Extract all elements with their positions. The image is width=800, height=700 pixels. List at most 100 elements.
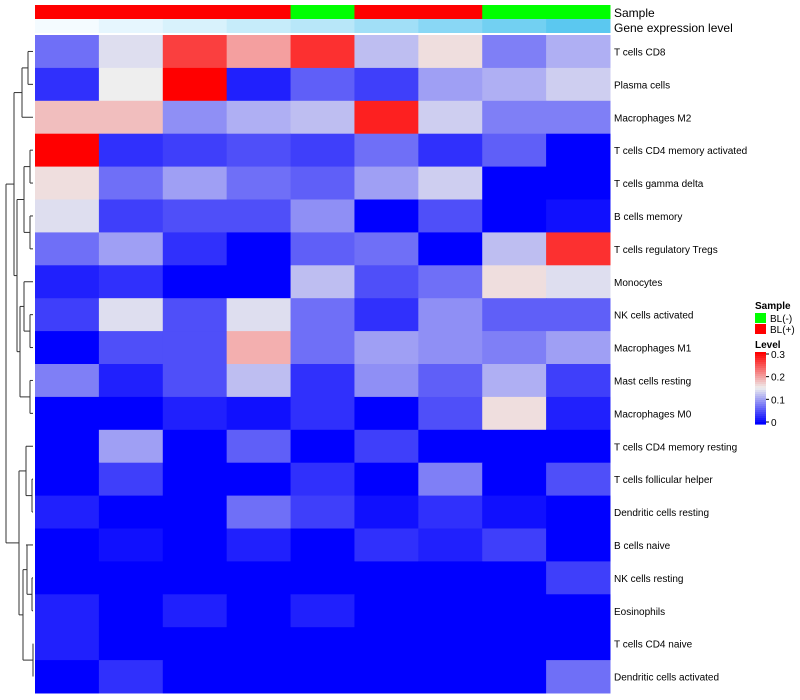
expression-cell (546, 19, 611, 33)
sample-cell (482, 5, 547, 19)
heatmap-cell (98, 35, 164, 69)
heatmap-cell (98, 100, 164, 135)
heatmap-cell (162, 331, 228, 365)
heatmap-cell (98, 166, 164, 200)
heatmap-cell (35, 232, 100, 266)
heatmap-cell (35, 166, 100, 200)
sample-legend: Sample BL(-)BL(+) (755, 301, 795, 336)
heatmap-cell (162, 594, 228, 628)
heatmap-cell (162, 528, 228, 562)
level-gradient-step (755, 402, 766, 405)
heatmap-cell (418, 331, 483, 365)
heatmap-cell (354, 331, 419, 365)
heatmap-cell (482, 232, 547, 266)
expression-cell (226, 19, 292, 33)
level-gradient-step (755, 400, 766, 403)
heatmap-cell (418, 660, 483, 694)
heatmap-cell (418, 265, 483, 299)
level-gradient-step (755, 392, 766, 395)
heatmap-cell (162, 100, 228, 135)
heatmap-cell (354, 35, 419, 69)
heatmap-cell (226, 660, 292, 694)
row-label: T cells CD4 memory resting (614, 442, 737, 453)
heatmap-cell (98, 265, 164, 299)
level-gradient-step (755, 380, 766, 383)
heatmap-cell (354, 660, 419, 694)
row-label: B cells memory (614, 212, 682, 223)
expression-annotation-label: Gene expression level (614, 21, 733, 35)
row-label: Mast cells resting (614, 376, 691, 387)
level-gradient-step (755, 386, 766, 389)
heatmap-cell (290, 100, 355, 135)
heatmap-cell (226, 199, 292, 233)
level-tick-label: 0.1 (771, 395, 785, 406)
row-label: T cells CD8 (614, 47, 666, 58)
heatmap-cell (418, 627, 483, 661)
heatmap-cell (354, 100, 419, 135)
heatmap-cell (35, 462, 100, 497)
heatmap-cell (546, 100, 611, 135)
heatmap-cell (290, 298, 355, 332)
heatmap-cell (354, 133, 419, 168)
row-label: T cells follicular helper (614, 475, 713, 486)
level-gradient-step (755, 372, 766, 375)
level-gradient-step (755, 356, 766, 359)
heatmap-cell (162, 364, 228, 398)
heatmap-cell (162, 429, 228, 464)
heatmap-cell (354, 594, 419, 628)
heatmap-cell (98, 627, 164, 661)
heatmap-cell (482, 495, 547, 529)
heatmap-cell (546, 627, 611, 661)
heatmap-cell (226, 495, 292, 529)
level-tick-label: 0.2 (771, 373, 785, 384)
level-gradient-step (755, 412, 766, 415)
heatmap-cell (418, 133, 483, 168)
sample-cell (162, 5, 228, 19)
heatmap-cell (354, 265, 419, 299)
heatmap-cell (35, 35, 100, 69)
heatmap-cell (98, 561, 164, 595)
heatmap-cell (35, 67, 100, 102)
level-gradient-step (755, 352, 766, 355)
level-gradient-step (755, 414, 766, 417)
heatmap-cell (226, 133, 292, 168)
sample-annotation-label: Sample (614, 6, 655, 20)
heatmap-cell (226, 396, 292, 431)
level-gradient-step (755, 422, 766, 425)
heatmap-cell (482, 627, 547, 661)
heatmap-cell (162, 232, 228, 266)
expression-cell (35, 19, 100, 33)
heatmap-cell (35, 298, 100, 332)
heatmap-cell (482, 528, 547, 562)
row-label: Monocytes (614, 278, 662, 289)
heatmap-cell (162, 35, 228, 69)
heatmap-cell (162, 166, 228, 200)
heatmap-cell (290, 265, 355, 299)
heatmap-cell (226, 298, 292, 332)
level-gradient-step (755, 404, 766, 407)
heatmap-cell (35, 429, 100, 464)
heatmap-cell (35, 265, 100, 299)
heatmap-cell (98, 429, 164, 464)
level-gradient-step (755, 358, 766, 361)
heatmap-cell (162, 660, 228, 694)
row-label: Macrophages M2 (614, 113, 692, 124)
level-gradient-step (755, 366, 766, 369)
level-gradient-step (755, 394, 766, 397)
heatmap-cell (290, 429, 355, 464)
row-label: T cells CD4 naive (614, 640, 693, 651)
heatmap-cell (226, 265, 292, 299)
heatmap-cell (482, 396, 547, 431)
expression-cell (98, 19, 164, 33)
heatmap-cell (226, 561, 292, 595)
row-label: Macrophages M0 (614, 409, 692, 420)
heatmap-cell (162, 495, 228, 529)
heatmap-cell (354, 67, 419, 102)
sample-cell (226, 5, 292, 19)
level-gradient-step (755, 364, 766, 367)
level-gradient-step (755, 376, 766, 379)
level-gradient-step (755, 374, 766, 377)
heatmap-cell (98, 298, 164, 332)
heatmap-cell (482, 429, 547, 464)
heatmap-cell (546, 429, 611, 464)
